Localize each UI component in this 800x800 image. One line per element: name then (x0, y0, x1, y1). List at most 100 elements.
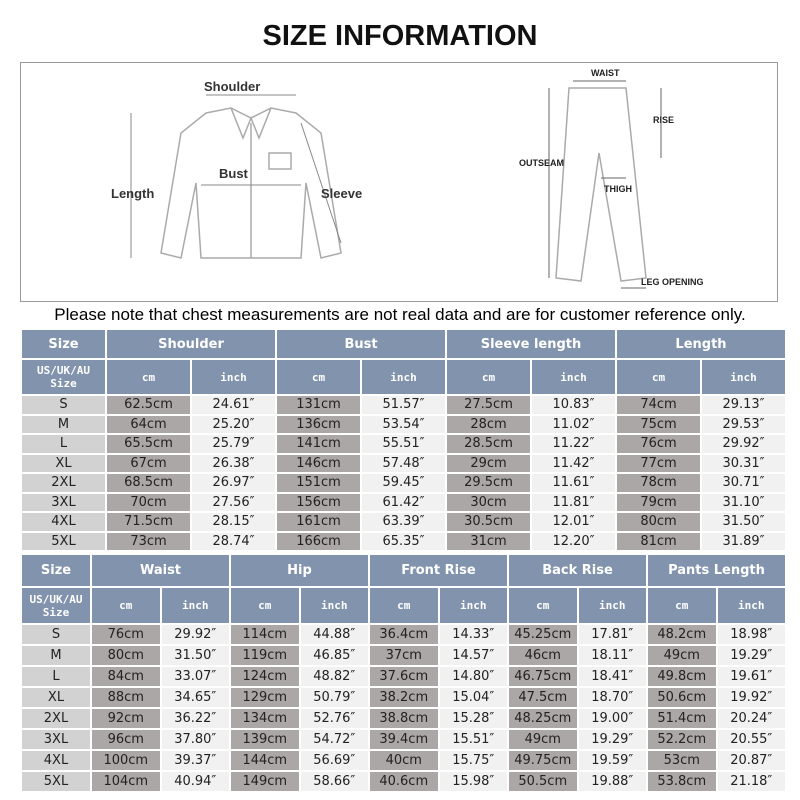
measurement-cell: 38.2cm (370, 688, 438, 707)
measurement-cell: 96cm (92, 730, 160, 749)
measurement-cell: 136cm (277, 415, 360, 433)
pants-drawing (555, 87, 647, 282)
measurement-cell: 37.6cm (370, 667, 438, 686)
measurement-cell: 53.8cm (648, 772, 716, 791)
measurement-cell: 19.92″ (717, 688, 785, 707)
leg-opening-label: LEG OPENING (641, 277, 704, 287)
inch-header: inch (578, 588, 646, 623)
group-header: Front Rise (370, 555, 507, 586)
measurement-cell: 14.33″ (439, 625, 507, 644)
measurement-cell: 28.5cm (447, 435, 530, 453)
measurement-cell: 129cm (231, 688, 299, 707)
table-row: S 62.5cm 24.61″ 131cm 51.57″ 27.5cm 10.83″ 74cm… (22, 396, 785, 414)
cm-header: cm (447, 360, 530, 394)
measurement-cell: 151cm (277, 474, 360, 492)
group-header: Shoulder (107, 330, 275, 358)
rise-label: RISE (653, 115, 674, 125)
bottom-size-table: Size Waist Hip Front Rise Back Rise Pants Len… (20, 553, 787, 793)
waist-label: WAIST (591, 68, 620, 78)
measurement-cell: 33.07″ (161, 667, 229, 686)
measurement-cell: 49.75cm (509, 751, 577, 770)
inch-header: inch (362, 360, 445, 394)
measurement-cell: 141cm (277, 435, 360, 453)
measurement-cell: 100cm (92, 751, 160, 770)
table-row: M 64cm 25.20″ 136cm 53.54″ 28cm 11.02″ 75cm 29.5… (22, 415, 785, 433)
group-header: Bust (277, 330, 445, 358)
measurement-cell: 12.01″ (532, 513, 615, 531)
inch-header: inch (439, 588, 507, 623)
measurement-cell: 31.89″ (702, 532, 785, 550)
size-cell: L (22, 435, 105, 453)
table-row: 4XL 71.5cm 28.15″ 161cm 63.39″ 30.5cm 12.01″ 80… (22, 513, 785, 531)
group-header: Pants Length (648, 555, 785, 586)
inch-header: inch (717, 588, 785, 623)
measurement-cell: 39.4cm (370, 730, 438, 749)
measurement-cell: 48.25cm (509, 709, 577, 728)
measurement-cell: 46.85″ (300, 646, 368, 665)
bust-label: Bust (219, 166, 249, 181)
region-size-header: US/UK/AU Size (22, 360, 105, 394)
measurement-cell: 46cm (509, 646, 577, 665)
measurement-cell: 34.65″ (161, 688, 229, 707)
measurement-cell: 29cm (447, 454, 530, 472)
measurement-cell: 25.20″ (192, 415, 275, 433)
measurement-cell: 146cm (277, 454, 360, 472)
measurement-cell: 15.28″ (439, 709, 507, 728)
measurement-cell: 134cm (231, 709, 299, 728)
measurement-cell: 119cm (231, 646, 299, 665)
size-cell: 3XL (22, 493, 105, 511)
region-size-header: US/UK/AU Size (22, 588, 90, 623)
measurement-cell: 76cm (617, 435, 700, 453)
measurement-cell: 58.66″ (300, 772, 368, 791)
measurement-cell: 18.70″ (578, 688, 646, 707)
size-cell: 4XL (22, 751, 90, 770)
length-label: Length (111, 186, 154, 201)
measurement-cell: 81cm (617, 532, 700, 550)
measurement-cell: 62.5cm (107, 396, 190, 414)
measurement-cell: 31.50″ (161, 646, 229, 665)
measurement-cell: 15.75″ (439, 751, 507, 770)
table-row: S 76cm 29.92″ 114cm 44.88″ 36.4cm 14.33″ 45.25c… (22, 625, 785, 644)
measurement-cell: 79cm (617, 493, 700, 511)
measurement-cell: 31.10″ (702, 493, 785, 511)
measurement-cell: 71.5cm (107, 513, 190, 531)
table-row: 3XL 70cm 27.56″ 156cm 61.42″ 30cm 11.81″ 79cm 31… (22, 493, 785, 511)
measurement-cell: 29.92″ (702, 435, 785, 453)
table-row: XL 88cm 34.65″ 129cm 50.79″ 38.2cm 15.04″ 47.5c… (22, 688, 785, 707)
measurement-cell: 37.80″ (161, 730, 229, 749)
measurement-cell: 11.02″ (532, 415, 615, 433)
measurement-cell: 40.6cm (370, 772, 438, 791)
measurement-cell: 53.54″ (362, 415, 445, 433)
measurement-cell: 11.42″ (532, 454, 615, 472)
page-title: SIZE INFORMATION (262, 20, 538, 52)
measurement-cell: 48.2cm (648, 625, 716, 644)
measurement-cell: 28.15″ (192, 513, 275, 531)
inch-header: inch (300, 588, 368, 623)
measurement-cell: 75cm (617, 415, 700, 433)
group-header: Back Rise (509, 555, 646, 586)
measurement-cell: 20.55″ (717, 730, 785, 749)
measurement-cell: 15.98″ (439, 772, 507, 791)
measurement-cell: 68.5cm (107, 474, 190, 492)
group-header: Hip (231, 555, 368, 586)
measurement-cell: 78cm (617, 474, 700, 492)
measurement-cell: 26.97″ (192, 474, 275, 492)
measurement-cell: 59.45″ (362, 474, 445, 492)
measurement-cell: 44.88″ (300, 625, 368, 644)
inch-header: inch (532, 360, 615, 394)
table-row: XL 67cm 26.38″ 146cm 57.48″ 29cm 11.42″ 77cm 30.… (22, 454, 785, 472)
top-size-table: Size Shoulder Bust Sleeve length Length US/UK… (20, 328, 787, 552)
size-cell: M (22, 646, 90, 665)
measurement-cell: 53cm (648, 751, 716, 770)
measurement-cell: 10.83″ (532, 396, 615, 414)
size-cell: 5XL (22, 772, 90, 791)
size-cell: 5XL (22, 532, 105, 550)
size-cell: 2XL (22, 474, 105, 492)
measurement-cell: 19.88″ (578, 772, 646, 791)
measurement-cell: 20.24″ (717, 709, 785, 728)
measurement-cell: 27.56″ (192, 493, 275, 511)
table-row: M 80cm 31.50″ 119cm 46.85″ 37cm 14.57″ 46cm 18.1… (22, 646, 785, 665)
measurement-cell: 46.75cm (509, 667, 577, 686)
measurement-cell: 88cm (92, 688, 160, 707)
measurement-cell: 84cm (92, 667, 160, 686)
